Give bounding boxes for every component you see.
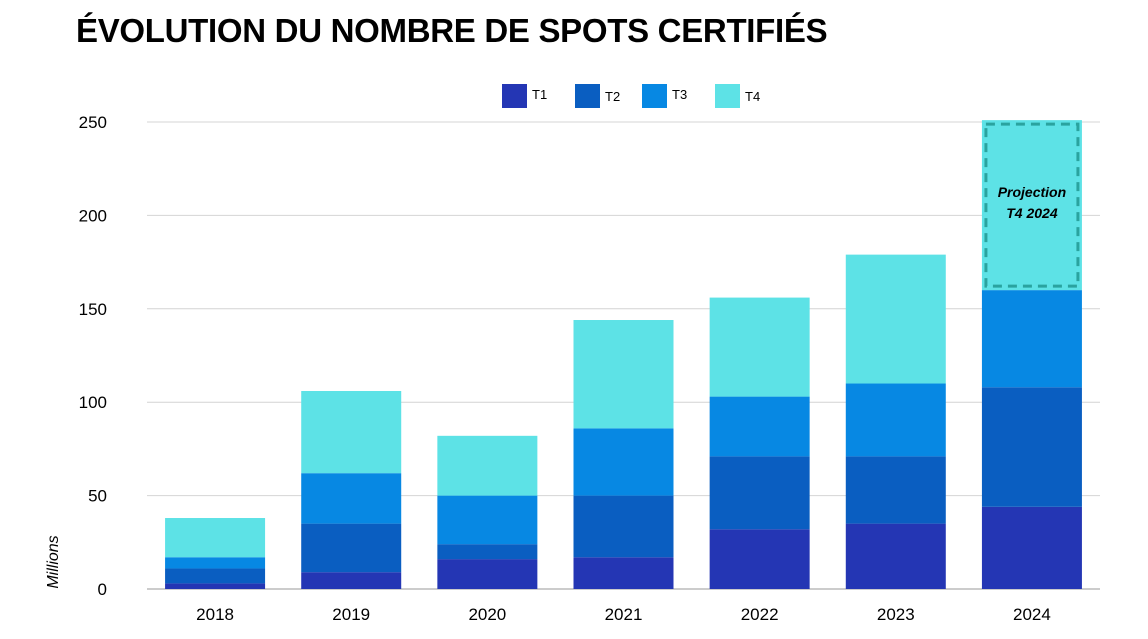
legend-swatch-t2: [575, 84, 600, 108]
bar-t2-2020: [437, 544, 538, 560]
legend-label-t1: T1: [532, 87, 547, 102]
x-axis-ticks: 2018 2019 2020 2021 2022 2023 2024: [196, 605, 1051, 624]
bar-t3-2022: [709, 396, 810, 457]
bar-t3-2020: [437, 495, 538, 545]
chart-title: ÉVOLUTION DU NOMBRE DE SPOTS CERTIFIÉS: [76, 12, 828, 49]
bar-t3-2019: [301, 473, 402, 524]
y-tick-label: 200: [79, 206, 107, 225]
bar-t3-2021: [573, 428, 674, 496]
projection-outline: [984, 122, 1080, 288]
bar-t4-2024: [981, 120, 1082, 291]
x-tick-label: 2018: [196, 605, 234, 624]
bar-t2-2023: [845, 456, 946, 524]
bar-t1-2024: [981, 506, 1082, 589]
bar-t1-2023: [845, 523, 946, 589]
bar-t2-2019: [301, 523, 402, 573]
legend-swatch-t3: [642, 84, 667, 108]
bar-t4-2022: [709, 297, 810, 397]
y-axis-ticks: 0 50 100 150 200 250: [79, 113, 107, 599]
x-tick-label: 2019: [332, 605, 370, 624]
x-tick-label: 2023: [877, 605, 915, 624]
legend: T1 T2 T3 T4: [502, 84, 760, 108]
bar-t2-2021: [573, 495, 674, 558]
y-tick-label: 250: [79, 113, 107, 132]
x-tick-label: 2021: [605, 605, 643, 624]
bar-t3-2023: [845, 383, 946, 457]
legend-label-t2: T2: [605, 89, 620, 104]
x-tick-label: 2024: [1013, 605, 1051, 624]
y-tick-label: 50: [88, 487, 107, 506]
bar-t1-2020: [437, 559, 538, 589]
bar-t2-2022: [709, 456, 810, 530]
bar-t1-2019: [301, 572, 402, 589]
legend-swatch-t1: [502, 84, 527, 108]
legend-swatch-t4: [715, 84, 740, 108]
bar-t2-2024: [981, 387, 1082, 507]
bar-t1-2022: [709, 529, 810, 589]
projection-label: Projection: [998, 184, 1066, 200]
projection-annotation: Projection T4 2024: [984, 122, 1080, 288]
bar-t3-2024: [981, 290, 1082, 388]
y-tick-label: 100: [79, 393, 107, 412]
bar-t1-2018: [165, 583, 266, 589]
bar-t1-2021: [573, 557, 674, 589]
bar-t4-2023: [845, 254, 946, 384]
y-tick-label: 150: [79, 300, 107, 319]
legend-label-t3: T3: [672, 87, 687, 102]
bar-t4-2018: [165, 518, 266, 558]
bars: [165, 120, 1082, 589]
bar-t4-2020: [437, 435, 538, 496]
projection-label: T4 2024: [1006, 205, 1058, 221]
bar-t2-2018: [165, 568, 266, 584]
legend-label-t4: T4: [745, 89, 760, 104]
y-tick-label: 0: [98, 580, 107, 599]
x-tick-label: 2020: [468, 605, 506, 624]
x-tick-label: 2022: [741, 605, 779, 624]
y-axis-label: Millions: [45, 535, 62, 588]
bar-t3-2018: [165, 557, 266, 569]
bar-t4-2019: [301, 390, 402, 474]
bar-t4-2021: [573, 320, 674, 429]
